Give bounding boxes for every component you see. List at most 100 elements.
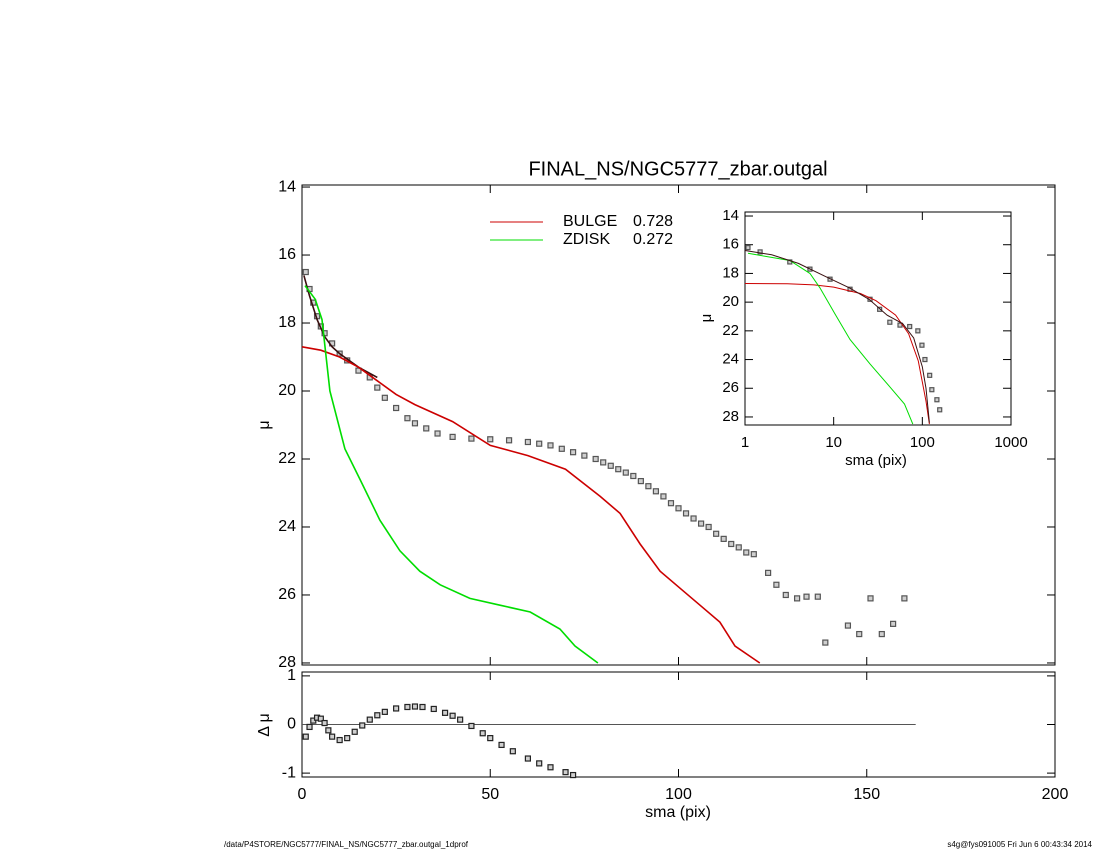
data-point [705, 523, 712, 531]
data-point [637, 477, 644, 485]
data-point [321, 719, 328, 727]
data-point [325, 727, 332, 734]
x-tick-label: 0 [298, 786, 307, 803]
data-point [713, 530, 720, 537]
data-point [374, 712, 381, 719]
profile-line [747, 252, 914, 425]
data-point [457, 716, 464, 723]
profile-line [304, 285, 599, 664]
data-point [782, 591, 789, 599]
data-point [381, 708, 388, 715]
y-tick-label: 0 [287, 716, 296, 733]
data-point [607, 462, 614, 469]
data-point [562, 769, 569, 776]
y-tick-label: 24 [722, 351, 739, 368]
data-point [306, 723, 313, 731]
y-tick-label: 16 [278, 246, 296, 263]
data-point [877, 306, 883, 312]
data-point [929, 387, 935, 393]
y-tick-label: 28 [722, 408, 739, 425]
data-point [468, 722, 475, 730]
data-point [765, 569, 772, 576]
data-point [302, 268, 309, 276]
data-point [536, 760, 543, 767]
data-point [773, 581, 780, 588]
data-point [934, 397, 940, 403]
data-point [329, 733, 336, 740]
data-point [344, 735, 351, 742]
legend-fraction: 0.272 [633, 231, 673, 248]
legend-name: BULGE [563, 213, 617, 230]
data-point [359, 722, 366, 729]
x-tick-label: 100 [910, 434, 935, 451]
data-point [615, 466, 622, 473]
x-tick-label: 10 [825, 434, 842, 451]
data-point [822, 639, 829, 646]
data-point [630, 472, 637, 480]
data-point [393, 705, 400, 712]
data-point [498, 741, 505, 749]
data-point [937, 407, 943, 413]
data-point [479, 730, 486, 737]
data-point [745, 244, 751, 251]
data-point [411, 420, 419, 427]
x-tick-label: 50 [481, 786, 499, 803]
x-axis-label: sma (pix) [645, 804, 711, 821]
data-point [581, 452, 588, 459]
data-point [374, 384, 381, 391]
plot-frame [744, 211, 1012, 426]
footer-path: /data/P4STORE/NGC5777/FINAL_NS/NGC5777_z… [224, 840, 469, 849]
footer-stamp: s4g@fys091005 Fri Jun 6 00:43:34 2014 [947, 840, 1092, 849]
data-point [336, 736, 343, 744]
data-point [652, 488, 660, 495]
data-point [803, 593, 810, 600]
y-tick-label: 26 [722, 379, 739, 396]
data-point [856, 630, 863, 638]
data-point [449, 712, 456, 719]
data-point [430, 705, 437, 713]
data-point [393, 404, 400, 412]
x-tick-label: 1 [741, 434, 749, 451]
data-point [682, 510, 690, 517]
data-point [878, 630, 885, 638]
x-tick-label: 200 [1042, 786, 1069, 803]
data-point [423, 425, 430, 432]
data-point [793, 595, 801, 602]
data-point [814, 593, 821, 600]
y-axis-label: μ [256, 420, 273, 429]
y-axis-label: Δ μ [256, 713, 273, 736]
data-point [919, 342, 925, 348]
data-point [927, 372, 933, 378]
y-tick-label: 14 [278, 178, 296, 195]
data-point [468, 435, 475, 442]
data-point [844, 622, 852, 629]
y-tick-label: 20 [278, 382, 296, 399]
data-point [600, 459, 607, 466]
data-point [449, 433, 456, 440]
data-point [667, 500, 675, 507]
y-tick-label: 26 [278, 586, 296, 603]
data-point [487, 436, 494, 443]
data-point [569, 449, 577, 456]
data-point [728, 540, 735, 548]
y-tick-label: 24 [278, 518, 296, 535]
data-point [922, 356, 928, 363]
data-point [524, 755, 532, 762]
data-point [505, 437, 513, 444]
data-point [660, 493, 667, 500]
data-point [750, 551, 757, 558]
y-tick-label: 18 [278, 314, 296, 331]
data-point [887, 319, 893, 325]
legend-name: ZDISK [563, 231, 610, 248]
data-point [735, 544, 742, 551]
data-point [645, 483, 652, 490]
data-point [569, 771, 577, 779]
data-point [441, 709, 449, 716]
y-tick-label: 22 [722, 322, 739, 339]
data-point [536, 440, 543, 447]
data-point [381, 394, 388, 401]
y-tick-label: 16 [722, 236, 739, 253]
x-axis-label: sma (pix) [845, 452, 907, 469]
data-point [351, 728, 358, 735]
